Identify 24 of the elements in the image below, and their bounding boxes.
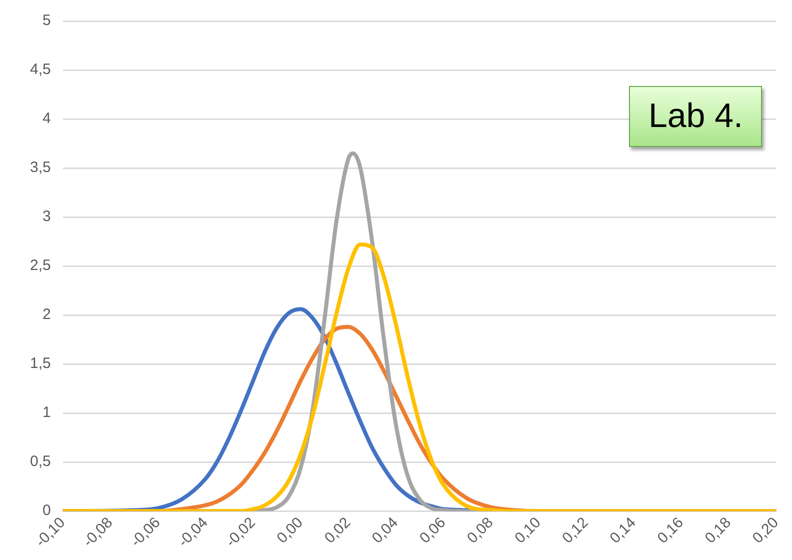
x-tick-label: 0,02 bbox=[321, 514, 354, 547]
x-tick-label: 0,08 bbox=[464, 514, 497, 547]
annotation: Lab 4. bbox=[629, 86, 762, 147]
y-tick-label: 1,5 bbox=[30, 355, 51, 372]
x-tick-label: 0,20 bbox=[749, 514, 782, 547]
y-tick-label: 5 bbox=[42, 12, 51, 30]
y-tick-label: 3 bbox=[42, 208, 51, 226]
y-tick-label: 0,5 bbox=[30, 453, 51, 470]
y-tick-label: 4,5 bbox=[30, 61, 51, 78]
y-tick-label: 3,5 bbox=[30, 159, 51, 176]
y-tick-label: 0 bbox=[42, 502, 51, 520]
line-series bbox=[62, 242, 776, 512]
x-tick-label: 0,00 bbox=[274, 514, 306, 547]
x-tick-label: 0,16 bbox=[654, 514, 687, 547]
x-tick-label: 0,04 bbox=[368, 514, 402, 547]
x-tick-label: 0,06 bbox=[416, 514, 450, 547]
y-tick-label: 4 bbox=[42, 110, 51, 128]
y-tick-label: 2,5 bbox=[30, 257, 51, 274]
x-tick-label: 0,12 bbox=[559, 514, 592, 547]
x-tick-label: 0,10 bbox=[512, 514, 544, 547]
y-tick-label: 2 bbox=[42, 306, 51, 324]
y-tick-label: 1 bbox=[42, 404, 51, 422]
x-tick-label: 0,14 bbox=[606, 514, 640, 547]
x-tick-label: 0,18 bbox=[702, 514, 734, 547]
